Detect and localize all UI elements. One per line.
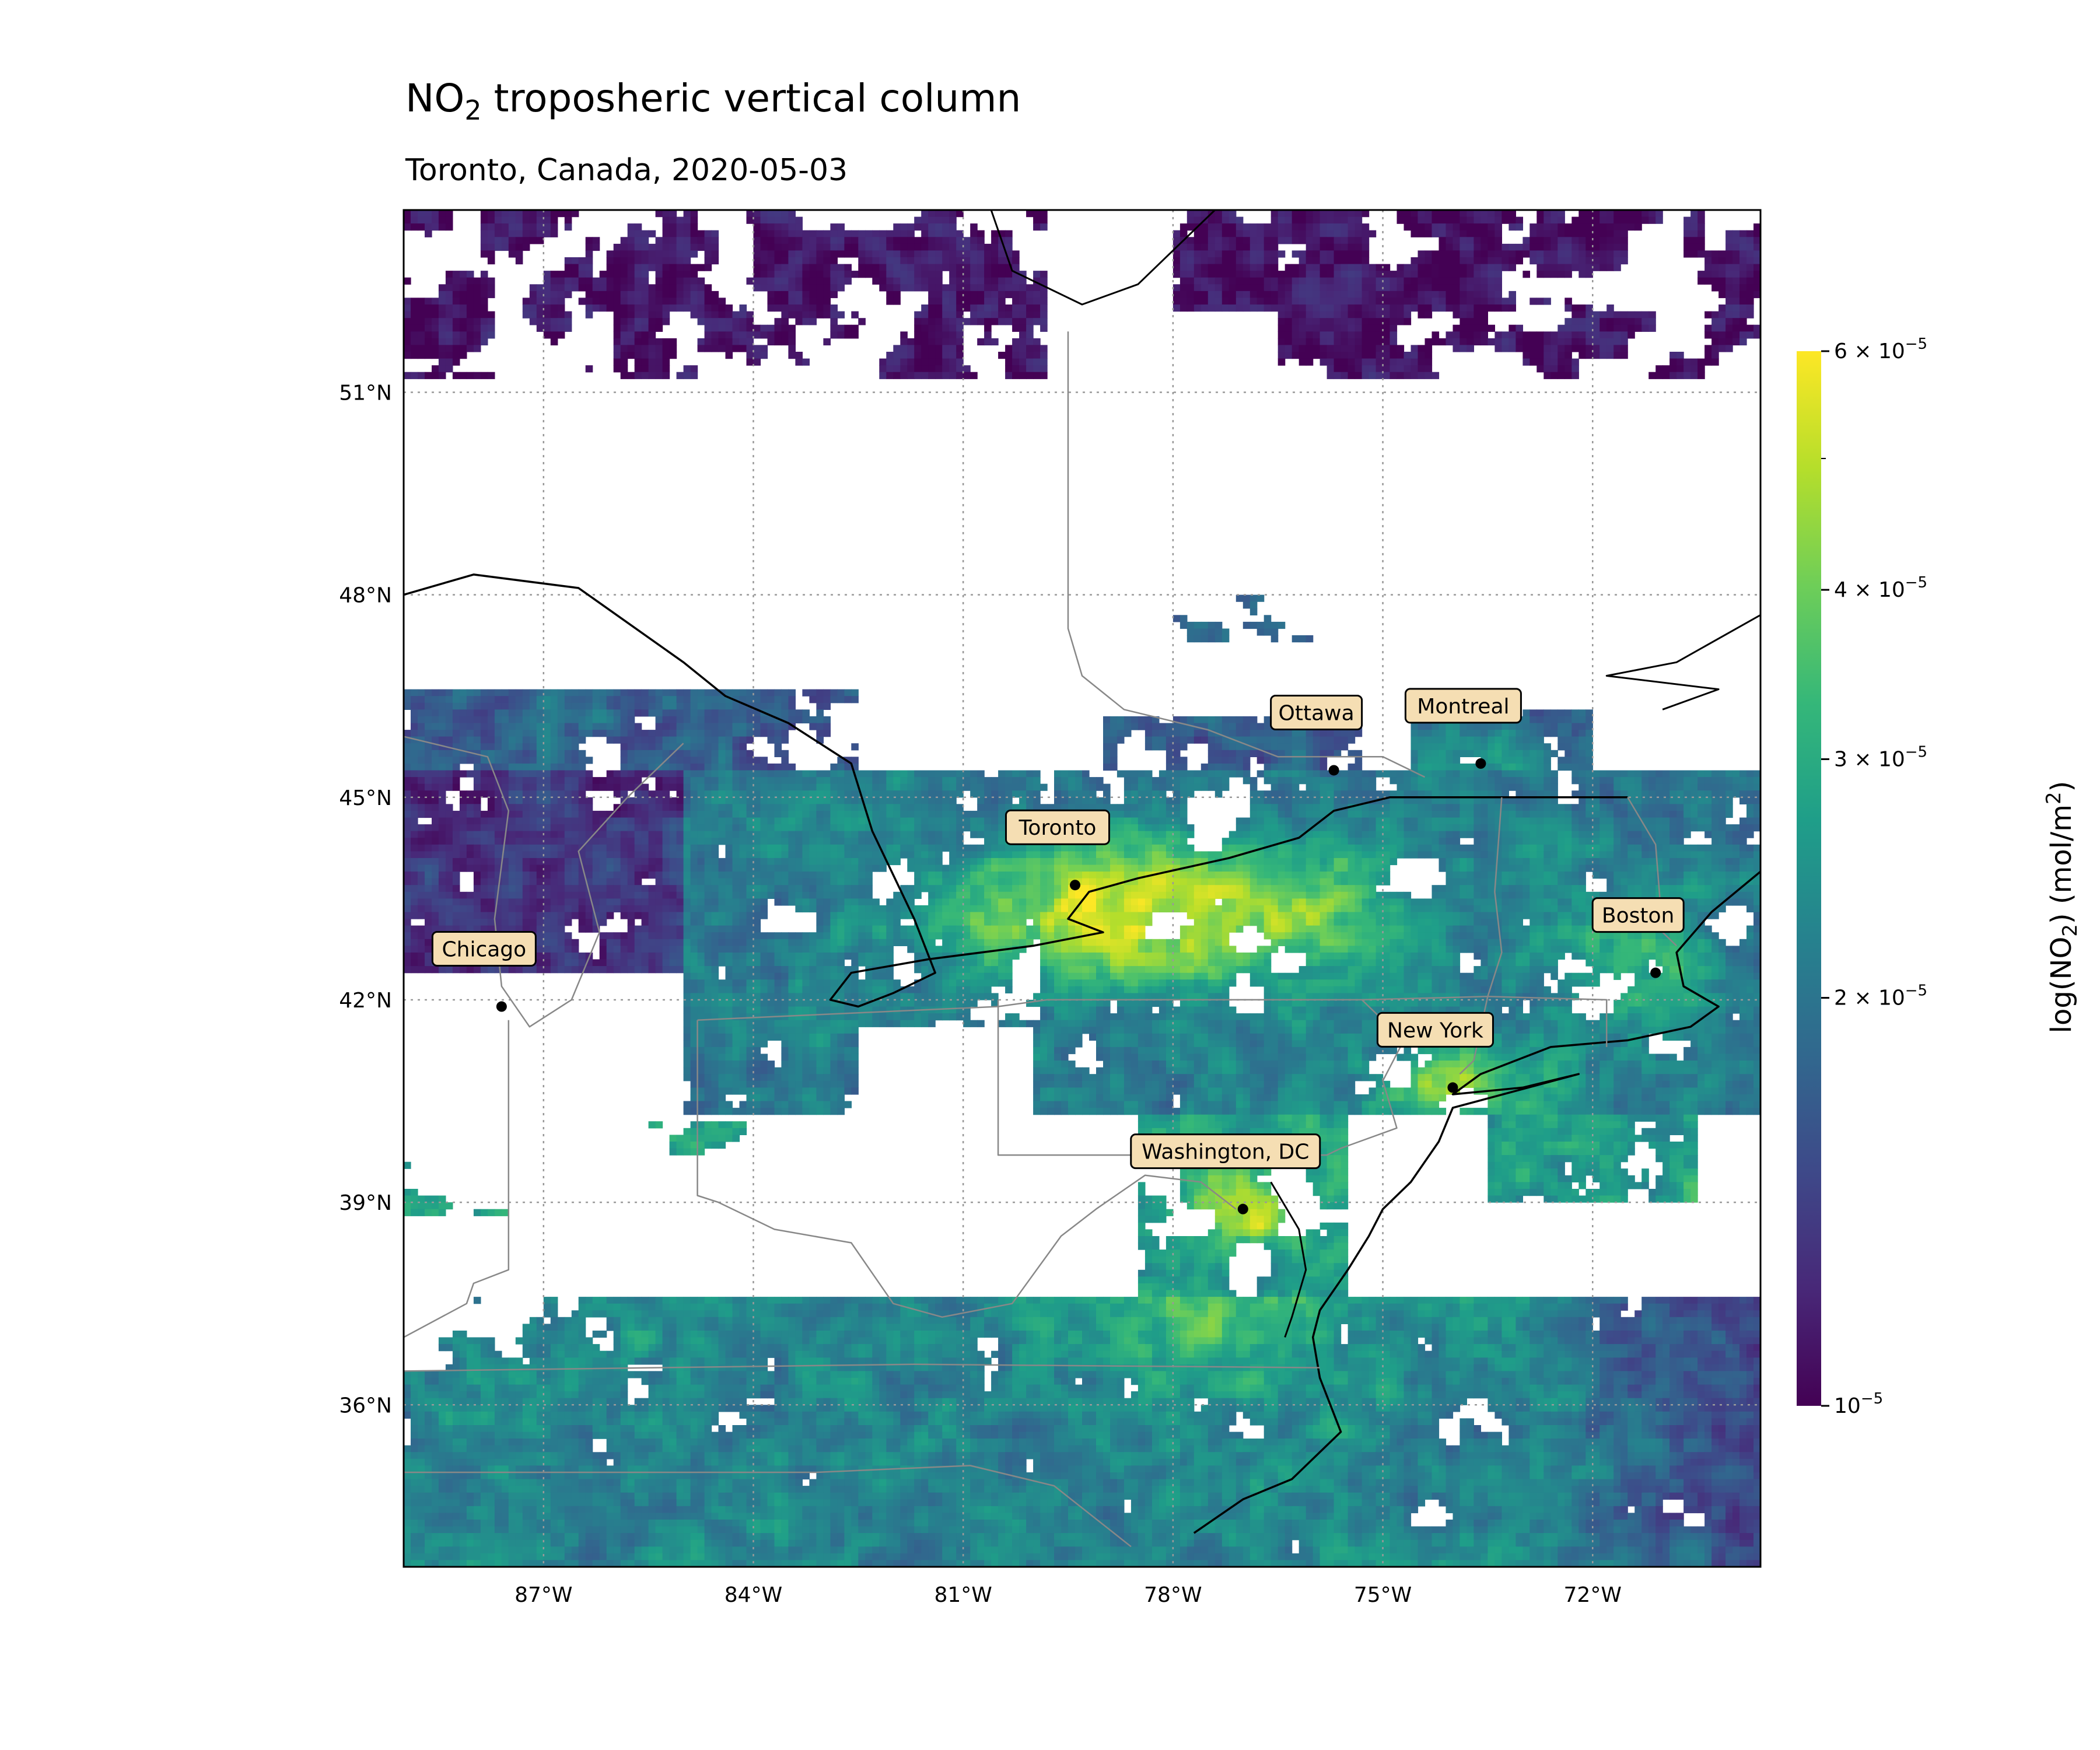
city-marker: [1650, 968, 1661, 978]
latitude-tick-label: 48°N: [339, 584, 392, 608]
colorbar-ticks: 10−5 2 × 10−5 3 × 10−5 4 × 10−5 6 × 10−5: [1821, 335, 1927, 1418]
city-label: Toronto: [1019, 816, 1097, 840]
city-marker: [1447, 1082, 1458, 1093]
colorbar-tick-label: 6 × 10−5: [1834, 335, 1927, 363]
city-marker: [1238, 1204, 1248, 1214]
longitude-tick-labels: 87°W 84°W 81°W 78°W 75°W 72°W: [514, 1583, 1622, 1607]
colorbar: 10−5 2 × 10−5 3 × 10−5 4 × 10−5 6 × 10−5: [1797, 335, 1927, 1418]
longitude-tick-label: 78°W: [1144, 1583, 1202, 1607]
city-marker: [496, 1002, 507, 1012]
latitude-tick-label: 39°N: [339, 1191, 392, 1215]
longitude-tick-label: 72°W: [1564, 1583, 1622, 1607]
city-label: Ottawa: [1279, 701, 1354, 725]
colorbar-tick-label: 4 × 10−5: [1834, 574, 1927, 602]
city-marker: [1475, 758, 1486, 769]
colorbar-label: log(NO2) (mol/m2): [2007, 732, 2100, 1082]
colorbar-gradient: [1797, 351, 1821, 1406]
longitude-tick-label: 75°W: [1354, 1583, 1412, 1607]
city-label: Boston: [1602, 904, 1674, 928]
city-label: Chicago: [442, 938, 527, 962]
latitude-tick-label: 42°N: [339, 989, 392, 1013]
latitude-tick-label: 45°N: [339, 786, 392, 810]
colorbar-tick-label: 10−5: [1834, 1390, 1883, 1418]
city-marker: [1070, 880, 1080, 890]
latitude-tick-label: 36°N: [339, 1394, 392, 1418]
city-marker: [1329, 765, 1339, 775]
longitude-tick-label: 84°W: [724, 1583, 782, 1607]
map-area: Ottawa Montreal Toronto Boston Chicago New Yo…: [404, 210, 1768, 1567]
city-label: New York: [1387, 1019, 1483, 1042]
city-label: Washington, DC: [1142, 1140, 1309, 1164]
longitude-tick-label: 87°W: [514, 1583, 572, 1607]
latitude-tick-label: 51°N: [339, 381, 392, 405]
city-label: Montreal: [1417, 695, 1509, 719]
longitude-tick-label: 81°W: [934, 1583, 992, 1607]
colorbar-tick-label: 2 × 10−5: [1834, 982, 1927, 1010]
colorbar-tick-label: 3 × 10−5: [1834, 743, 1927, 771]
latitude-tick-labels: 51°N 48°N 45°N 42°N 39°N 36°N: [339, 381, 392, 1418]
